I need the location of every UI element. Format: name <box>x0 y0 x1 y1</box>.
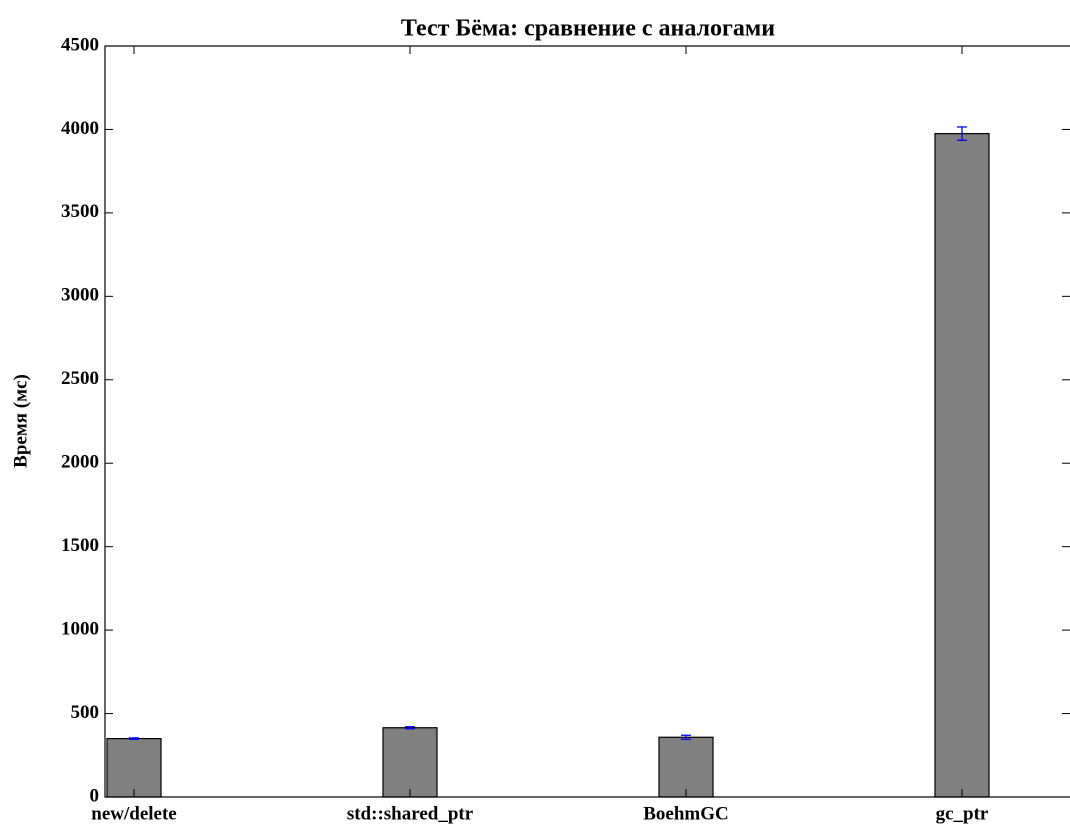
error-bar <box>405 726 415 730</box>
bar <box>934 133 990 798</box>
x-tick-label: new/delete <box>91 803 176 824</box>
x-tick-label: std::shared_ptr <box>347 803 474 824</box>
chart-title: Тест Бёма: сравнение с аналогами <box>401 16 775 42</box>
y-tick-label: 0 <box>90 785 100 806</box>
y-tick-label: 3500 <box>61 201 99 222</box>
y-tick-label: 1000 <box>61 618 99 639</box>
x-tick-label: gc_ptr <box>936 803 989 824</box>
bar <box>106 737 162 798</box>
y-tick-label: 4500 <box>61 34 99 55</box>
error-bar <box>957 126 967 141</box>
y-tick-label: 4000 <box>61 118 99 139</box>
bar <box>382 727 438 798</box>
y-tick-label: 1500 <box>61 535 99 556</box>
error-bar <box>681 734 691 740</box>
y-tick-label: 500 <box>71 702 100 723</box>
y-tick-label: 3000 <box>61 285 99 306</box>
y-tick-label: 2500 <box>61 368 99 389</box>
bar <box>658 736 714 798</box>
y-axis-label: Время (мс) <box>10 374 31 468</box>
plot-area <box>106 133 990 798</box>
y-tick-label: 2000 <box>61 452 99 473</box>
axes-frame <box>104 45 1070 798</box>
x-tick-label: BoehmGC <box>643 803 729 824</box>
error-bar <box>129 737 139 740</box>
